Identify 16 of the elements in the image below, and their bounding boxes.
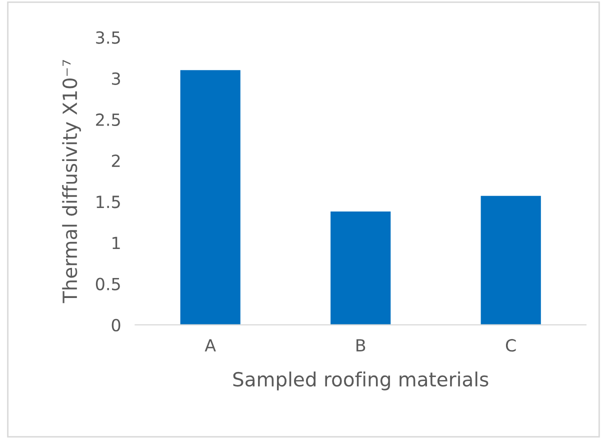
y-tick-label: 1.5 <box>96 196 120 208</box>
bar <box>480 196 541 325</box>
y-tick-label: 1 <box>112 236 120 250</box>
x-tick-label: C <box>506 339 516 352</box>
y-tick-label: 0 <box>112 318 120 332</box>
y-tick-label: 0.5 <box>96 278 120 290</box>
x-tick-label: B <box>356 339 366 352</box>
y-axis-title: Thermal diffusivity X10⁻⁷ <box>62 60 81 304</box>
y-tick-label: 3.5 <box>96 31 120 44</box>
y-tick-label: 2.5 <box>96 113 120 126</box>
x-tick-label: A <box>204 339 216 352</box>
bar <box>180 70 240 325</box>
x-axis-title: Sampled roofing materials <box>233 372 488 390</box>
y-tick-label: 2 <box>112 154 120 167</box>
y-tick-label: 3 <box>112 72 120 85</box>
bar <box>330 211 391 325</box>
